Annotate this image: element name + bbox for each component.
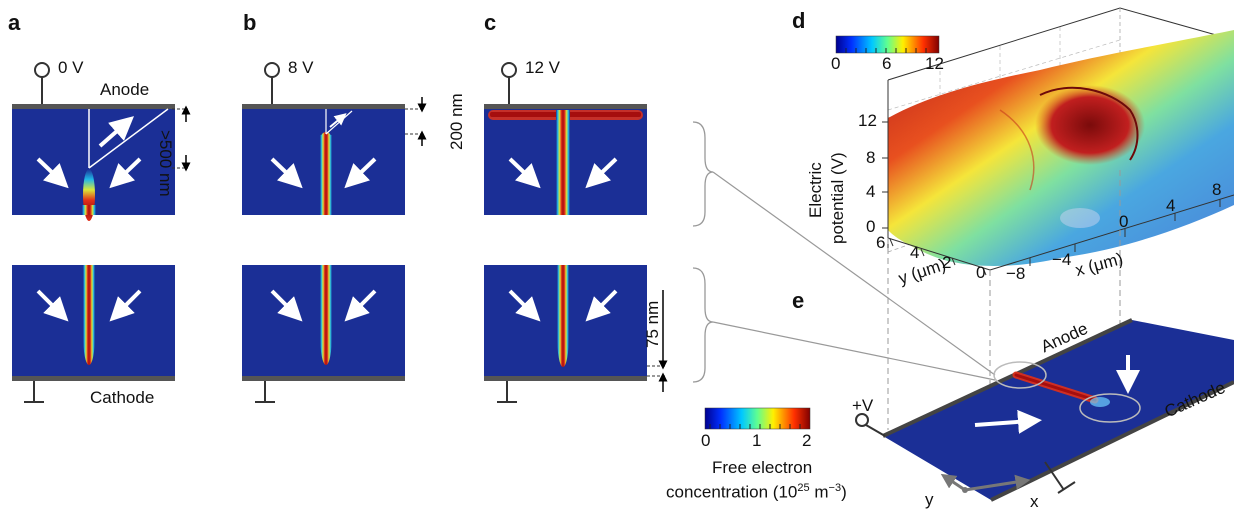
panel-a bbox=[12, 62, 191, 403]
anode-electrode bbox=[12, 104, 175, 109]
x-tick-m4: −4 bbox=[1052, 250, 1072, 269]
z-tick-8: 8 bbox=[866, 148, 876, 167]
potential-colorbar bbox=[835, 35, 940, 54]
concentration-colorbar bbox=[704, 407, 811, 430]
panel-c bbox=[484, 62, 668, 403]
field-arrow bbox=[109, 157, 142, 189]
brace-bottom bbox=[692, 267, 714, 383]
anode-edge bbox=[882, 318, 1133, 438]
terminal-label: +V bbox=[852, 396, 874, 415]
conc-tick-0: 0 bbox=[701, 431, 711, 450]
dimension-label-c: 75 nm bbox=[643, 300, 662, 348]
ground-icon bbox=[1057, 481, 1076, 494]
conc-tick-2: 2 bbox=[802, 431, 812, 450]
pot-tick-6: 6 bbox=[882, 54, 892, 73]
panel-label-e: e bbox=[792, 288, 805, 313]
device-plane bbox=[883, 320, 1234, 500]
cathode-label: Cathode bbox=[90, 388, 155, 407]
terminal-icon bbox=[855, 413, 869, 427]
y-tick-2: 2 bbox=[942, 253, 952, 272]
panel-d-plot bbox=[882, 7, 1234, 276]
cathode-electrode bbox=[12, 376, 175, 381]
x-tick-0: 0 bbox=[1119, 212, 1129, 231]
panel-e-device bbox=[855, 318, 1234, 502]
brace-top bbox=[692, 121, 714, 227]
zlabel-line1: Electric bbox=[806, 162, 825, 218]
x-tick-4: 4 bbox=[1166, 196, 1176, 215]
panel-label-b: b bbox=[243, 10, 257, 35]
zlabel-line2: potential (V) bbox=[828, 152, 847, 244]
panel-label-c: c bbox=[484, 10, 497, 35]
conc-label-line2: concentration (1025 m−3) bbox=[666, 482, 847, 502]
x-tick-8: 8 bbox=[1212, 180, 1222, 199]
dimension-label-b: 200 nm bbox=[447, 93, 466, 150]
panel-b bbox=[242, 62, 427, 403]
field-arrow bbox=[36, 157, 69, 189]
pot-tick-0: 0 bbox=[831, 54, 841, 73]
panel-label-d: d bbox=[792, 8, 806, 33]
z-tick-0: 0 bbox=[866, 217, 876, 236]
terminal-icon bbox=[34, 62, 50, 78]
voltage-label-b: 8 V bbox=[288, 58, 314, 77]
field-arrow bbox=[98, 116, 135, 148]
dimension-label-a: >500 nm bbox=[156, 130, 175, 197]
y-tick-6: 6 bbox=[876, 233, 886, 252]
axis-x-label: x bbox=[1030, 492, 1039, 511]
anode-label: Anode bbox=[100, 80, 150, 99]
pot-tick-12: 12 bbox=[925, 54, 944, 73]
z-tick-4: 4 bbox=[866, 182, 876, 201]
cathode-edge bbox=[990, 380, 1234, 502]
conc-tick-1: 1 bbox=[752, 431, 762, 450]
axis-y-label: y bbox=[925, 490, 934, 509]
y-tick-0: 0 bbox=[976, 263, 986, 282]
voltage-label-a: 0 V bbox=[58, 58, 84, 77]
x-tick-m8: −8 bbox=[1006, 264, 1026, 283]
conc-label-line1: Free electron bbox=[712, 458, 813, 477]
voltage-label-c: 12 V bbox=[525, 58, 560, 77]
panel-label-a: a bbox=[8, 10, 21, 35]
z-tick-12: 12 bbox=[858, 111, 877, 130]
y-tick-4: 4 bbox=[910, 243, 920, 262]
